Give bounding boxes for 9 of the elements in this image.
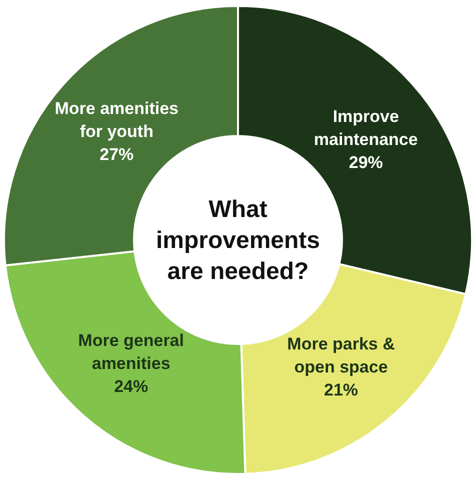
data-label: 29% [348, 152, 383, 172]
slice-label: More general amenities [78, 331, 184, 374]
slice-label: More parks & open space [287, 334, 395, 376]
data-label: 21% [324, 380, 358, 400]
data-label: 24% [114, 377, 148, 396]
text: What improvements are needed? [156, 196, 320, 285]
data-label: 27% [100, 145, 134, 164]
slice-label: Improve maintenance [314, 106, 418, 149]
slice-label: More amenities for youth [54, 99, 179, 142]
